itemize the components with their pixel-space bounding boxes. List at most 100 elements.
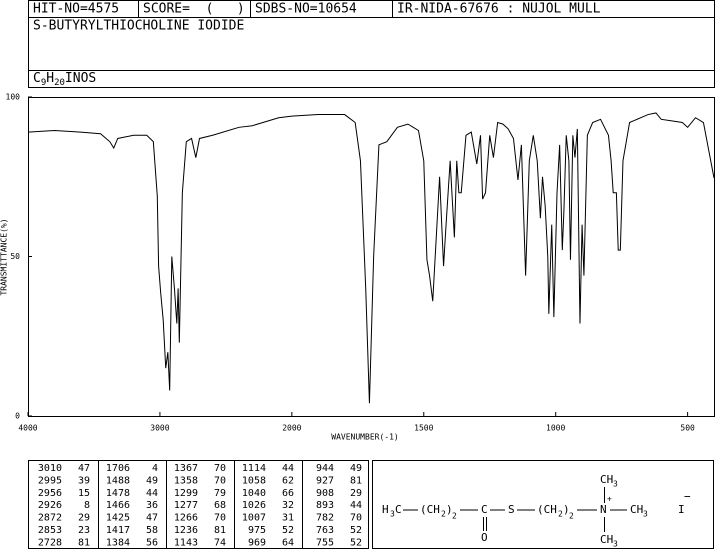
peak-wavenumber: 2995 [38,475,62,486]
peak-wavenumber: 1114 [242,463,266,474]
peak-wavenumber: 1277 [174,500,198,511]
atom-sub: 3 [643,510,648,519]
peak-transmittance: 70 [350,513,362,524]
peak-transmittance: 31 [282,513,294,524]
peak-transmittance: 29 [350,488,362,499]
atom-sub: 3 [613,480,618,489]
atom: CH [600,533,613,546]
peak-wavenumber: 1026 [242,500,266,511]
peak-transmittance: 70 [214,463,226,474]
peak-wavenumber: 1358 [174,475,198,486]
peak-transmittance: 23 [78,525,90,536]
peak-transmittance: 49 [146,475,158,486]
peak-wavenumber: 2872 [38,513,62,524]
formula-subscript: 20 [54,78,65,88]
peak-wavenumber: 1478 [106,488,130,499]
spectrum-line [27,112,715,404]
peak-transmittance: 81 [350,475,362,486]
peak-wavenumber: 782 [316,513,334,524]
structure-frame [372,460,714,549]
plot-frame [28,97,715,417]
ion: I [678,503,685,516]
peak-wavenumber: 1488 [106,475,130,486]
x-tick-label: 1500 [414,424,433,433]
formula-part: H [46,71,54,86]
peak-wavenumber: 1425 [106,513,130,524]
peak-wavenumber: 969 [248,537,266,548]
atom: CH [600,473,613,486]
atom: O [481,531,488,544]
peak-wavenumber: 893 [316,500,334,511]
peak-wavenumber: 3010 [38,463,62,474]
charge: − [684,490,691,503]
peak-transmittance: 81 [78,537,90,548]
peak-transmittance: 68 [214,500,226,511]
header-frame [28,0,715,88]
peak-transmittance: 52 [350,525,362,536]
atom-sub: 3 [613,540,618,549]
peak-transmittance: 66 [282,488,294,499]
formula-subscript: 9 [41,78,46,88]
atom-sub: 2 [441,510,446,519]
peak-transmittance: 44 [146,488,158,499]
atom: (CH [537,503,557,516]
peak-wavenumber: 1384 [106,537,130,548]
peak-wavenumber: 1706 [106,463,130,474]
peak-transmittance: 64 [282,537,294,548]
peak-wavenumber: 2926 [38,500,62,511]
atom: S [508,503,515,516]
peak-transmittance: 74 [214,537,226,548]
peak-transmittance: 49 [350,463,362,474]
peak-transmittance: 79 [214,488,226,499]
atom: (CH [420,503,440,516]
x-tick-label: 2000 [282,424,301,433]
peak-transmittance: 44 [350,500,362,511]
hit-no: HIT-NO=4575 [33,2,119,17]
structure: H 3 C (CH 2 ) 2 C O S (CH 2 ) 2 N + CH 3… [382,473,691,549]
peak-wavenumber: 1417 [106,525,130,536]
peak-transmittance: 36 [146,500,158,511]
peak-wavenumber: 755 [316,537,334,548]
peak-transmittance: 70 [214,513,226,524]
x-tick-label: 4000 [18,424,37,433]
peak-transmittance: 29 [78,513,90,524]
peak-transmittance: 81 [214,525,226,536]
charge: + [607,495,612,504]
atom: C [395,503,402,516]
peak-transmittance: 47 [78,463,90,474]
peak-wavenumber: 1299 [174,488,198,499]
atom: C [481,503,488,516]
atom: N [600,503,607,516]
atom: ) [563,503,570,516]
peak-transmittance: 52 [282,525,294,536]
x-tick-label: 500 [680,424,695,433]
peak-wavenumber: 2956 [38,488,62,499]
atom-sub: 2 [569,512,574,521]
peak-wavenumber: 908 [316,488,334,499]
peak-wavenumber: 2853 [38,525,62,536]
formula-part: INOS [65,71,96,86]
x-tick-label: 3000 [150,424,169,433]
peak-transmittance: 58 [146,525,158,536]
sdbs-no: SDBS-NO=10654 [255,2,357,17]
y-tick-label: 100 [6,93,21,102]
y-tick-label: 50 [10,252,20,261]
peak-table-frame [28,460,369,549]
y-tick-label: 0 [15,412,20,421]
y-axis-label: TRANSMITTANCE(%) [0,218,9,295]
peak-wavenumber: 1367 [174,463,198,474]
peak-wavenumber: 1040 [242,488,266,499]
x-axis-label: WAVENUMBER(-1) [331,433,398,442]
peak-wavenumber: 1007 [242,513,266,524]
atom: CH [630,503,643,516]
peak-transmittance: 62 [282,475,294,486]
peak-wavenumber: 1466 [106,500,130,511]
score: SCORE= ( ) [143,2,245,17]
peak-transmittance: 15 [78,488,90,499]
peak-transmittance: 4 [152,463,158,474]
peak-wavenumber: 1236 [174,525,198,536]
peak-wavenumber: 927 [316,475,334,486]
atom-sub: 2 [452,512,457,521]
